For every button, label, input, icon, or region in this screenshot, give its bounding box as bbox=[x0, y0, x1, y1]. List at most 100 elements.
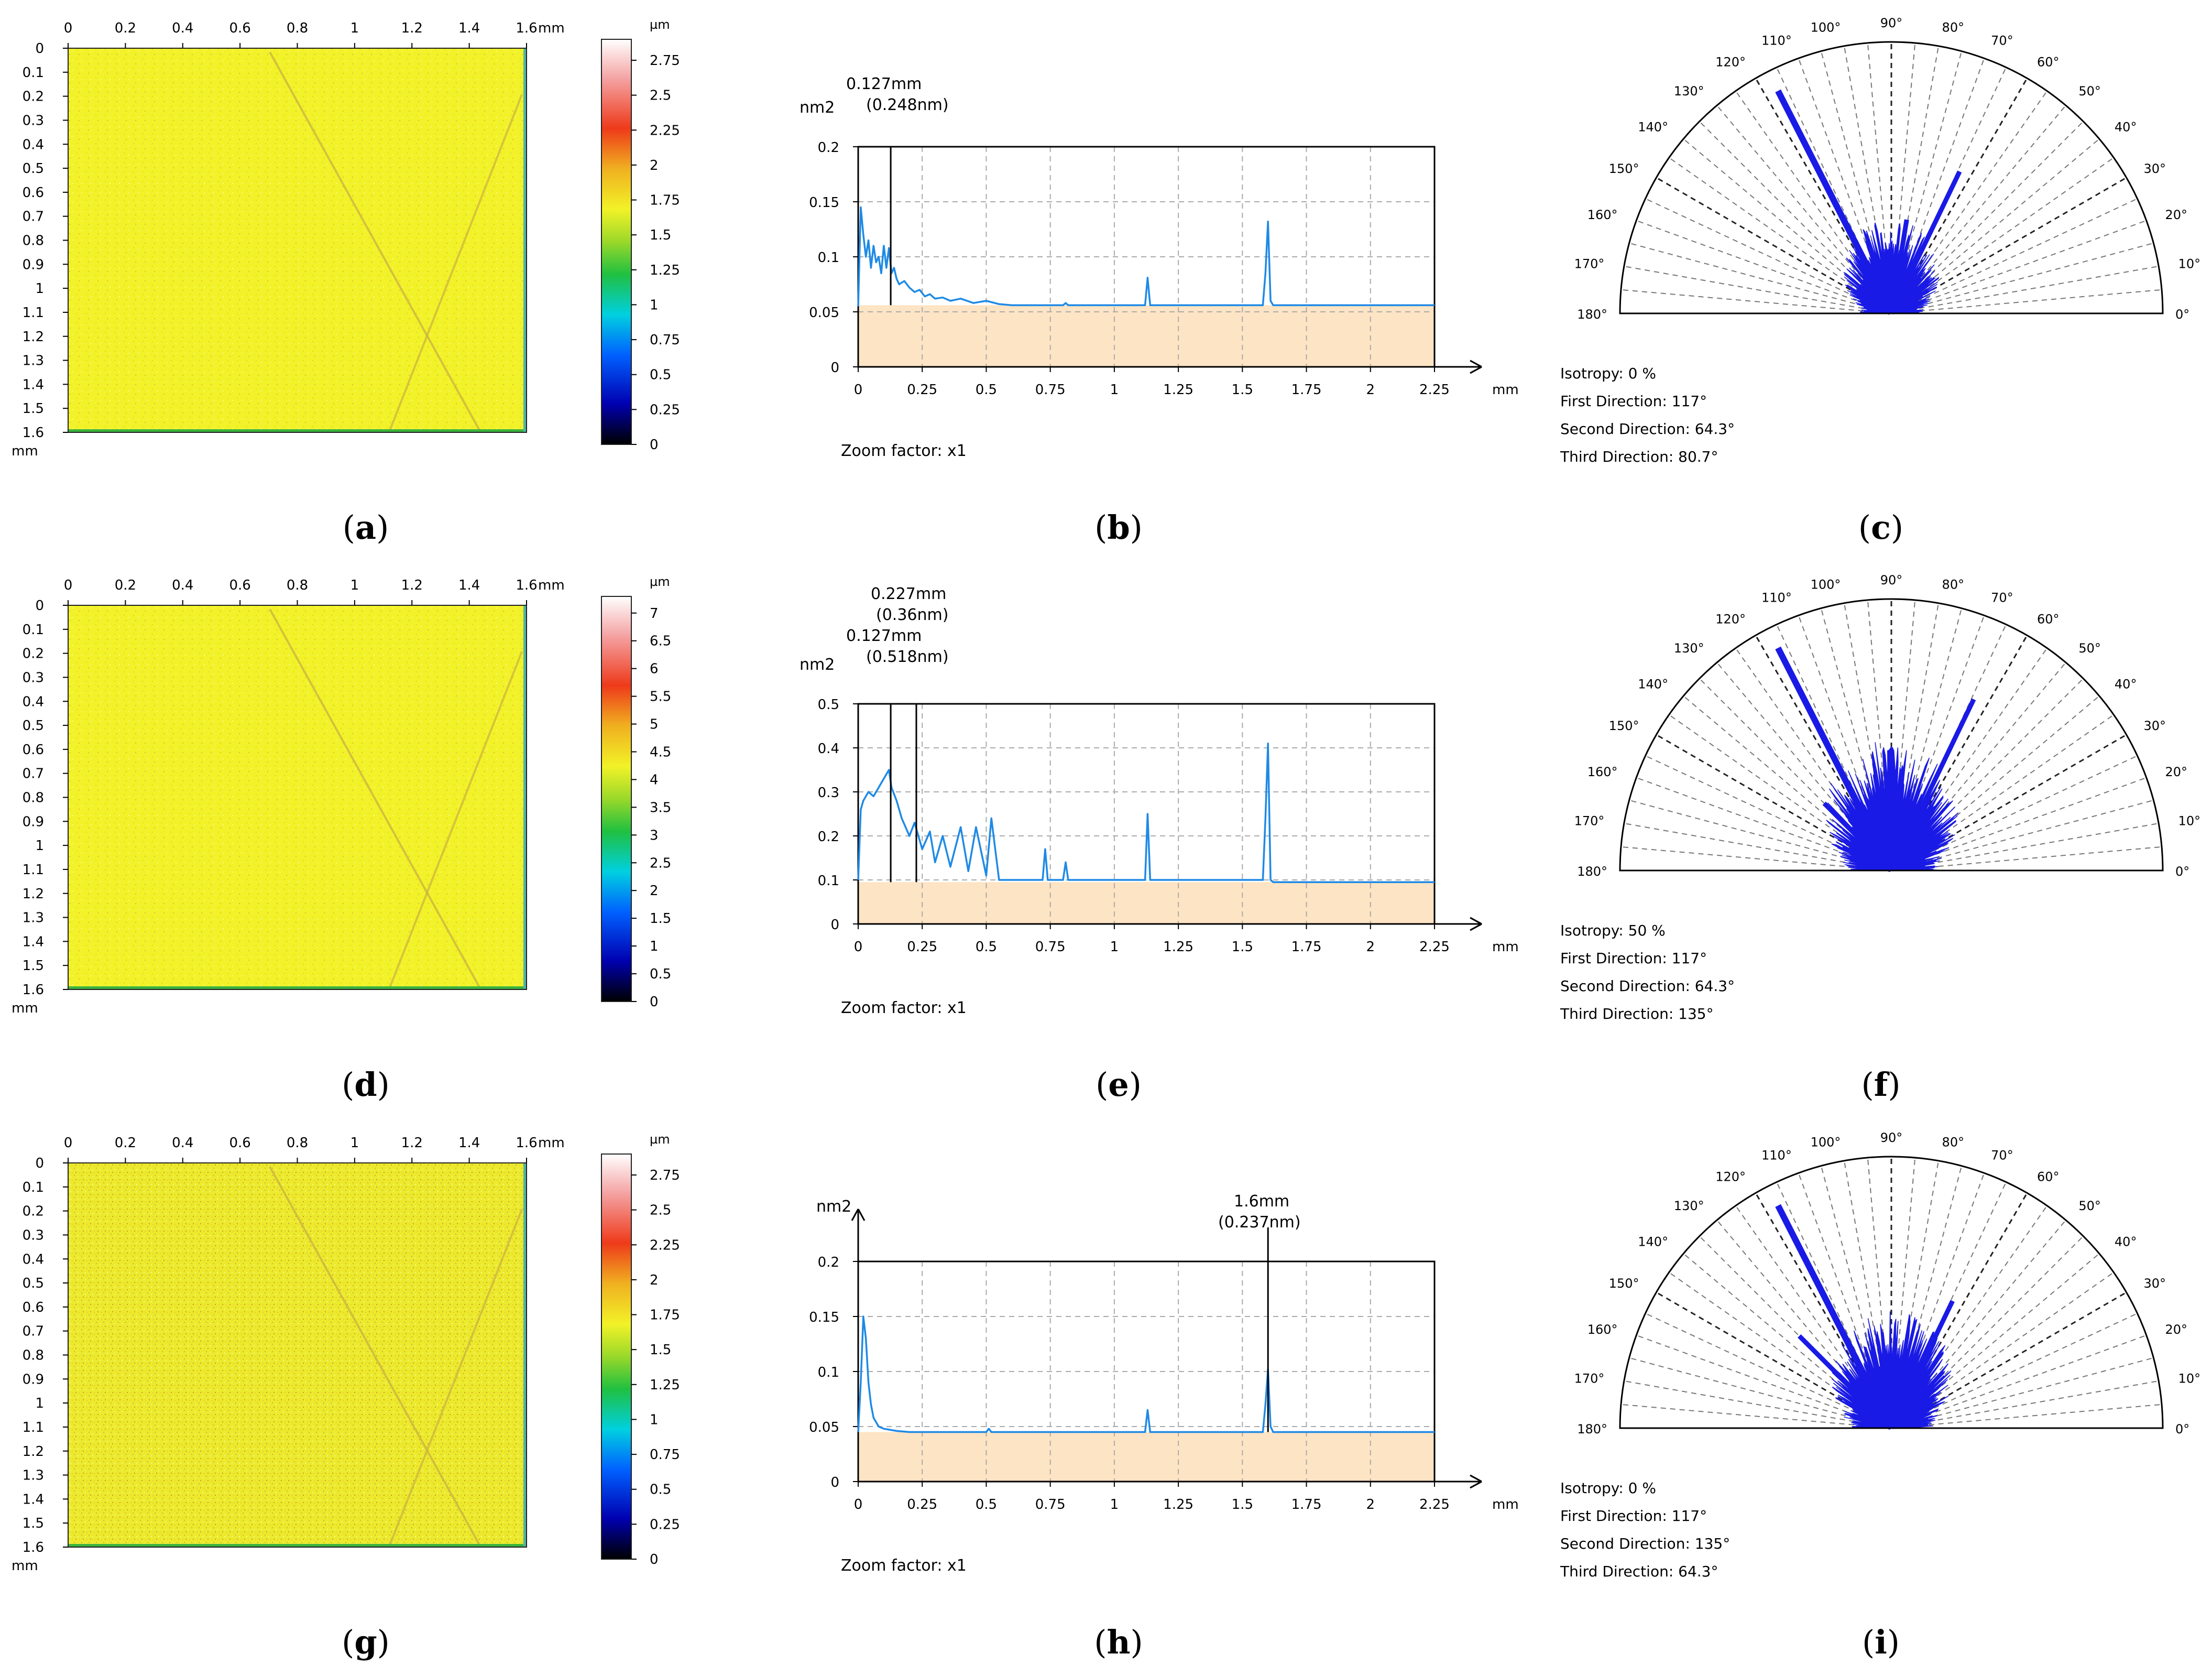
x-axis-arrow bbox=[1470, 1474, 1482, 1489]
rose-radial-line bbox=[1891, 1253, 2100, 1429]
marker-label: (0.237nm) bbox=[1218, 1213, 1301, 1232]
rose-angle-label: 40° bbox=[2115, 677, 2137, 692]
x-tick-label: 0.6 bbox=[229, 1135, 250, 1151]
y-tick-label: 1.1 bbox=[23, 1420, 44, 1435]
colorbar-tick-label: 1 bbox=[650, 297, 659, 313]
panel-caption-letter: b bbox=[1107, 508, 1130, 547]
rose-direction-spike bbox=[1889, 219, 1909, 314]
rose-direction-spike bbox=[1775, 1204, 1895, 1430]
y-axis-label: nm2 bbox=[800, 656, 835, 674]
rose-radial-line bbox=[1891, 105, 2066, 314]
panel-caption-letter: d bbox=[354, 1065, 377, 1104]
y-tick-label: 0.1 bbox=[23, 1180, 44, 1195]
y-tick-label: 0.3 bbox=[818, 785, 839, 801]
y-tick-label: 1.6 bbox=[23, 425, 44, 441]
colorbar-tick-label: 0.25 bbox=[650, 1517, 680, 1532]
y-tick-label: 1 bbox=[35, 1396, 44, 1411]
y-tick-label: 0.5 bbox=[23, 161, 44, 177]
spectrum-baseline-fill bbox=[858, 305, 1434, 367]
marker-label: 1.6mm bbox=[1234, 1192, 1289, 1211]
rose-radial-line bbox=[1820, 1166, 1892, 1429]
spectrum-line bbox=[857, 206, 1434, 307]
panel-caption-letter: f bbox=[1874, 1065, 1890, 1104]
rose-radial-line bbox=[1891, 1172, 1985, 1429]
colorbar-tick-label: 0.75 bbox=[650, 1447, 680, 1463]
rose-radial-line bbox=[1891, 138, 2100, 314]
x-tick-label: 1.75 bbox=[1291, 939, 1322, 955]
rose-stat-line: Isotropy: 0 % bbox=[1560, 1479, 1656, 1497]
rose-stat-line: Second Direction: 64.3° bbox=[1560, 420, 1735, 438]
spectrum-line bbox=[857, 742, 1434, 883]
colorbar-tick-label: 5 bbox=[650, 717, 659, 733]
marker-label: (0.248nm) bbox=[866, 96, 949, 114]
rose-angle-label: 160° bbox=[1587, 208, 1618, 222]
rose-radial-line bbox=[1891, 91, 2047, 314]
rose-radial-line bbox=[1629, 242, 1892, 314]
rose-radial-line bbox=[1645, 755, 1892, 871]
colorbar-tick-label: 1.75 bbox=[650, 193, 680, 209]
y-tick-label: 1.1 bbox=[23, 862, 44, 878]
rose-radial-line bbox=[1755, 1192, 1892, 1429]
panel-caption: (i) bbox=[1862, 1623, 1900, 1661]
rose-radial-line bbox=[1891, 755, 2138, 871]
y-tick-label: 0.2 bbox=[818, 140, 839, 156]
rose-radial-line bbox=[1891, 1160, 1939, 1429]
rose-radial-line bbox=[1683, 1253, 1892, 1429]
rose-stat-line: First Direction: 117° bbox=[1560, 1507, 1707, 1525]
rose-radial-line bbox=[1716, 1220, 1892, 1429]
rose-radial-line bbox=[1891, 600, 1916, 871]
x-tick-label: 2.25 bbox=[1419, 939, 1450, 955]
rose-radial-line bbox=[1844, 46, 1892, 314]
rose-radial-line bbox=[1891, 678, 2084, 871]
rose-angle-label: 40° bbox=[2115, 120, 2137, 135]
rose-radial-line bbox=[1624, 266, 1892, 314]
y-tick-label: 0.1 bbox=[818, 1365, 839, 1380]
rose-angle-label: 130° bbox=[1674, 1199, 1704, 1213]
y-tick-label: 0.4 bbox=[23, 1251, 44, 1267]
y-tick-label: 1 bbox=[35, 838, 44, 854]
y-tick-label: 0.5 bbox=[818, 697, 839, 713]
colorbar-tick-label: 6.5 bbox=[650, 634, 671, 649]
x-tick-label: 1.4 bbox=[458, 20, 480, 36]
y-tick-label: 1.3 bbox=[23, 1468, 44, 1484]
x-tick-label: 1.2 bbox=[401, 1135, 423, 1151]
rose-radial-line bbox=[1820, 51, 1892, 314]
rose-radial-line bbox=[1867, 600, 1892, 871]
colorbar-tick-label: 1 bbox=[650, 939, 659, 954]
map-edge-bottom bbox=[68, 1544, 527, 1547]
panel-caption-letter: a bbox=[355, 508, 376, 547]
rose-radial-line bbox=[1716, 662, 1892, 871]
rose-density bbox=[1843, 222, 1940, 314]
rose-radial-line bbox=[1891, 51, 1963, 314]
rose-angle-label: 80° bbox=[1942, 20, 1965, 35]
y-tick-label: 1.4 bbox=[23, 377, 44, 393]
rose-radial-line bbox=[1683, 695, 1892, 871]
rose-angle-label: 10° bbox=[2178, 256, 2201, 271]
colorbar-tick-label: 3 bbox=[650, 828, 659, 843]
colorbar-tick-label: 0.5 bbox=[650, 966, 671, 982]
y-tick-label: 0.2 bbox=[818, 829, 839, 845]
x-unit-label: mm bbox=[538, 578, 565, 593]
y-tick-label: 1.2 bbox=[23, 329, 44, 345]
rose-radial-line bbox=[1820, 608, 1892, 871]
x-tick-label: 1.6 bbox=[516, 578, 537, 593]
colorbar bbox=[601, 39, 632, 445]
rose-radial-line bbox=[1798, 615, 1892, 871]
rose-stat-line: Third Direction: 80.7° bbox=[1560, 448, 1718, 465]
rose-angle-label: 140° bbox=[1638, 677, 1668, 692]
panel-caption: (c) bbox=[1858, 508, 1903, 547]
rose-radial-line bbox=[1891, 1157, 1916, 1429]
y-tick-label: 1 bbox=[35, 281, 44, 297]
rose-angle-label: 120° bbox=[1715, 1169, 1746, 1184]
rose-direction-spike bbox=[1889, 1300, 1955, 1429]
x-tick-label: 1.25 bbox=[1163, 382, 1193, 398]
height-map-surface bbox=[68, 48, 527, 432]
x-axis-arrow bbox=[1470, 917, 1482, 931]
zoom-factor-label: Zoom factor: x1 bbox=[841, 1557, 967, 1575]
rose-radial-line bbox=[1891, 846, 2162, 871]
rose-angle-label: 90° bbox=[1880, 573, 1903, 587]
colorbar-tick-label: 2.75 bbox=[650, 53, 680, 69]
rose-angle-label: 60° bbox=[2037, 1169, 2060, 1184]
x-tick-label: 0.2 bbox=[115, 1135, 136, 1151]
height-map-surface bbox=[68, 605, 527, 989]
